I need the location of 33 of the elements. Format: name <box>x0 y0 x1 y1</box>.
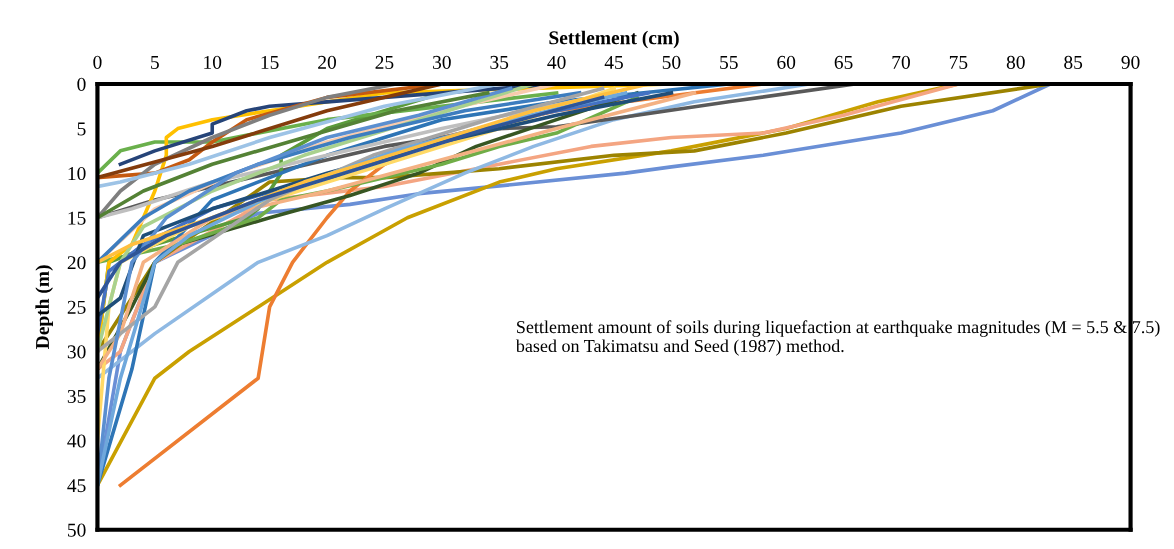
y-tick-label: 15 <box>68 211 86 225</box>
y-tick-label: 0 <box>77 77 86 91</box>
x-tick-label: 70 <box>892 55 910 69</box>
y-tick-label: 10 <box>68 166 86 181</box>
x-tick-label: 45 <box>604 55 623 69</box>
x-tick-label: 5 <box>151 56 159 69</box>
y-tick-label: 50 <box>68 523 86 537</box>
x-tick-label: 35 <box>490 55 509 69</box>
x-tick-label: 30 <box>433 55 451 69</box>
x-tick-label: 75 <box>949 56 968 69</box>
x-tick-label: 60 <box>777 55 796 69</box>
y-tick-label: 20 <box>67 256 86 270</box>
y-tick-label: 30 <box>67 345 86 359</box>
y-tick-label: 5 <box>77 122 86 136</box>
x-tick-label: 80 <box>1006 55 1025 69</box>
x-tick-label: 65 <box>834 55 853 69</box>
x-tick-label: 25 <box>375 55 394 69</box>
x-tick-label: 15 <box>261 55 279 69</box>
x-tick-label: 90 <box>1121 55 1140 69</box>
x-tick-label: 50 <box>662 55 681 69</box>
x-tick-label: 20 <box>318 55 337 69</box>
x-axis-title: Settlement (cm) <box>549 30 679 49</box>
x-tick-label: 10 <box>204 55 222 69</box>
y-tick-label: 25 <box>67 300 86 314</box>
annotation: Settlement amount of soils during liquefaction at earthquake magnitudes (M = 5.5 & 7.5) based on Takimatsu and Seed (1987) method. <box>515 320 1160 356</box>
x-tick-label: 55 <box>720 56 738 69</box>
y-tick-label: 35 <box>67 389 86 403</box>
y-tick-label: 45 <box>67 479 86 493</box>
x-tick-label: 85 <box>1064 55 1083 69</box>
y-tick-label: 40 <box>67 434 86 448</box>
x-tick-label: 40 <box>547 55 566 69</box>
y-axis-title: Depth (m) <box>35 265 53 349</box>
x-tick-label: 0 <box>93 55 102 69</box>
